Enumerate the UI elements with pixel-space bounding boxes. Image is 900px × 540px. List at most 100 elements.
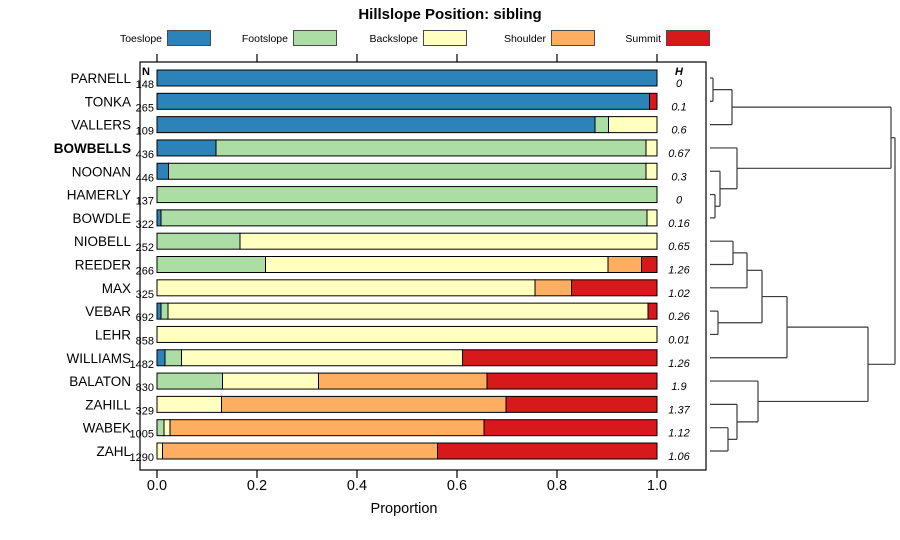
bar-segment-max-backslope (156, 279, 536, 297)
bar-segment-reeder-summit (641, 256, 658, 273)
plot-box (139, 61, 707, 471)
h-value-zahl: 1.06 (668, 451, 690, 463)
n-value-zahl: 1290 (130, 452, 154, 464)
row-label-zahill: ZAHILL (85, 397, 131, 412)
row-label-zahl: ZAHL (96, 444, 131, 459)
legend-label-summit: Summit (625, 33, 661, 45)
bar-segment-balaton-footslope (156, 372, 223, 390)
bar-segment-noonan-toeslope (156, 162, 169, 180)
bar-segment-zahl-shoulder (162, 442, 438, 460)
bar-segment-zahill-summit (505, 395, 658, 413)
h-value-lehr: 0.01 (668, 334, 689, 346)
legend-label-toeslope: Toeslope (119, 33, 162, 45)
bar-segment-max-summit (571, 279, 658, 297)
bar-segment-balaton-backslope (222, 372, 319, 390)
bar-segment-bowdle-toeslope (156, 209, 162, 227)
bar-segment-zahill-backslope (156, 395, 222, 413)
row-label-noonan: NOONAN (72, 164, 131, 179)
bar-segment-vebar-summit (647, 302, 658, 320)
bar-segment-max-shoulder (534, 279, 572, 297)
n-value-wabek: 1005 (130, 429, 154, 441)
bar-segment-bowdle-backslope (646, 209, 658, 227)
x-axis-title: Proportion (371, 501, 438, 517)
bar-segment-wabek-shoulder (169, 419, 485, 437)
bar-segment-niobell-footslope (156, 232, 241, 250)
bar-segment-parnell-toeslope (156, 69, 658, 87)
legend-label-backslope: Backslope (369, 33, 418, 45)
bar-segment-zahl-backslope (156, 442, 163, 460)
x-tick-label: 0.6 (447, 478, 467, 494)
row-label-vallers: VALLERS (71, 118, 131, 133)
row-label-reeder: REEDER (75, 258, 132, 273)
bar-segment-noonan-footslope (168, 162, 647, 180)
bar-segment-williams-toeslope (156, 349, 166, 367)
n-value-reeder: 266 (136, 266, 154, 278)
h-value-zahill: 1.37 (668, 404, 690, 416)
bar-segment-bowbells-backslope (645, 139, 658, 157)
n-value-tonka: 265 (136, 102, 154, 114)
dendrogram (710, 77, 896, 452)
bar-segment-bowbells-footslope (215, 139, 647, 157)
row-label-tonka: TONKA (85, 94, 131, 109)
h-value-niobell: 0.65 (668, 241, 690, 253)
n-value-williams: 1482 (130, 359, 154, 371)
h-value-vebar: 0.26 (668, 311, 690, 323)
h-value-williams: 1.26 (668, 358, 690, 370)
row-label-niobell: NIOBELL (74, 234, 132, 249)
x-tick-label: 0.4 (347, 478, 367, 494)
bar-segment-zahl-summit (437, 442, 658, 460)
h-value-max: 1.02 (668, 288, 689, 300)
row-label-bowbells: BOWBELLS (54, 141, 131, 156)
n-value-hamerly: 137 (136, 196, 154, 208)
chart-title: Hillslope Position: sibling (358, 6, 542, 23)
row-label-williams: WILLIAMS (66, 351, 131, 366)
h-value-noonan: 0.3 (671, 171, 687, 183)
n-value-vebar: 692 (136, 312, 154, 324)
n-value-zahill: 329 (136, 405, 154, 417)
n-value-niobell: 252 (136, 242, 154, 254)
n-value-parnell: 148 (136, 79, 154, 91)
bar-segment-williams-summit (462, 349, 658, 367)
bar-segment-wabek-footslope (156, 419, 165, 437)
n-value-noonan: 446 (136, 172, 154, 184)
bar-segment-bowdle-footslope (160, 209, 648, 227)
x-tick-label: 0.0 (147, 478, 167, 494)
legend-swatch-toeslope (167, 30, 211, 46)
legend-swatch-footslope (293, 30, 337, 46)
bar-segment-wabek-backslope (163, 419, 171, 437)
bar-segment-vebar-backslope (167, 302, 649, 320)
bars-group (156, 69, 658, 460)
legend-swatch-shoulder (551, 30, 595, 46)
bar-segment-vallers-footslope (594, 116, 609, 134)
legend-swatch-backslope (423, 30, 467, 46)
row-label-balaton: BALATON (69, 374, 131, 389)
n-value-lehr: 858 (136, 335, 154, 347)
n-value-vallers: 109 (136, 126, 154, 138)
bar-segment-vallers-toeslope (156, 116, 596, 134)
bar-segment-lehr-backslope (156, 325, 658, 343)
row-label-vebar: VEBAR (85, 304, 131, 319)
row-label-parnell: PARNELL (70, 71, 131, 86)
row-label-wabek: WABEK (83, 421, 131, 436)
h-value-reeder: 1.26 (668, 265, 690, 277)
bar-segment-hamerly-footslope (156, 186, 658, 204)
h-value-vallers: 0.6 (671, 125, 687, 137)
legend-swatch-summit (666, 30, 710, 46)
n-header: N (142, 66, 150, 78)
bar-segment-niobell-backslope (239, 232, 658, 250)
h-value-balaton: 1.9 (671, 381, 686, 393)
row-label-hamerly: HAMERLY (67, 188, 131, 203)
bar-segment-vallers-backslope (608, 116, 658, 134)
bar-segment-bowbells-toeslope (156, 139, 217, 157)
row-label-max: MAX (102, 281, 131, 296)
bar-segment-balaton-shoulder (318, 372, 488, 390)
bar-segment-reeder-footslope (156, 256, 266, 273)
bar-segment-vebar-toeslope (156, 302, 162, 320)
bar-segment-zahill-shoulder (221, 395, 507, 413)
x-tick-label: 0.8 (547, 478, 567, 494)
h-value-bowdle: 0.16 (668, 218, 690, 230)
h-value-wabek: 1.12 (668, 428, 689, 440)
h-value-tonka: 0.1 (671, 101, 686, 113)
bar-segment-vebar-footslope (160, 302, 169, 320)
